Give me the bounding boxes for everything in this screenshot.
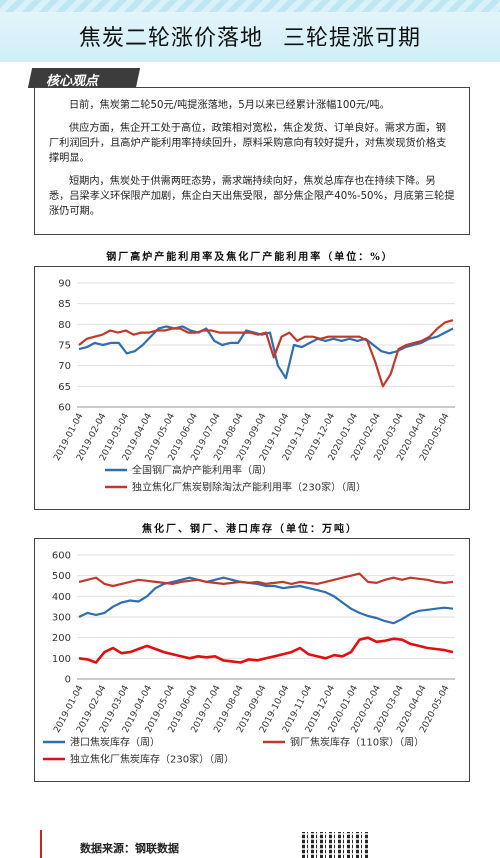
qr-code-mask <box>302 832 370 858</box>
page-title-part1: 焦炭二轮涨价落地 <box>78 26 263 51</box>
chart1-legend-label: 独立焦化厂焦炭剔除淘汰产能利用率（230家）（周） <box>132 481 366 494</box>
chart2-legend-label: 港口焦炭库存（周） <box>70 736 160 749</box>
chart1-ytick-label: 75 <box>58 341 71 352</box>
chart2-legend-label: 钢厂焦炭库存（110家）（周） <box>290 736 424 749</box>
chart2-box: 0 100 200 300 400 500 600 2019-01-04 2019-02-04 2… <box>34 538 470 782</box>
summary-box: 日前，焦炭第二轮50元/吨提涨落地，5月以来已经累计涨幅100元/吨。 供应方面… <box>34 87 470 235</box>
chart2-ytick-label: 200 <box>52 633 71 644</box>
chart1-title: 钢厂高炉产能利用率及焦化厂产能利用率（单位：%） <box>106 252 394 263</box>
chart1-ytick-label: 70 <box>58 361 71 372</box>
data-source: 数据来源：钢联数据 <box>80 842 179 855</box>
chart2-series-line-2 <box>78 636 454 664</box>
chart1-ytick-label: 85 <box>58 299 71 310</box>
chart2-ytick-label: 600 <box>52 551 71 562</box>
chart2-title: 焦化厂、钢厂、港口库存（单位：万吨） <box>142 524 358 535</box>
chart1-ytick-label: 80 <box>58 320 71 331</box>
summary-paragraph: 日前，焦炭第二轮50元/吨提涨落地，5月以来已经累计涨幅100元/吨。 <box>69 100 390 111</box>
chart1-box: 60 65 70 75 80 85 90 2019-01-04 2019-02-04 2019-0… <box>34 266 470 510</box>
chart1-svg: 606570758085902019-01-042019-02-042019-0… <box>52 279 455 494</box>
chart2-ytick-label: 500 <box>52 571 71 582</box>
chart1-legend-label: 全国钢厂高炉产能利用率（周） <box>132 464 272 477</box>
chart2-ytick-label: 300 <box>52 613 71 624</box>
chart1-ytick-label: 90 <box>58 279 71 290</box>
chart2-ytick-label: 100 <box>52 654 71 665</box>
chart2-ytick-label: 0 <box>65 675 71 686</box>
chart1-ytick-label: 65 <box>58 382 71 393</box>
chart2-svg: 01002003004005006002019-01-042019-02-042… <box>43 551 455 766</box>
section-label: 核心观点 <box>46 74 99 89</box>
summary-paragraph: 短期内，焦炭处于供需两旺态势，需求端持续向好，焦炭总库存也在持续下降。另悉，吕梁… <box>49 176 455 217</box>
chart1-ytick-label: 60 <box>58 403 71 414</box>
summary-paragraph: 供应方面，焦企开工处于高位，政策相对宽松，焦企发货、订单良好。需求方面，钢厂利润… <box>49 123 447 164</box>
chart2-ytick-label: 400 <box>52 592 71 603</box>
footer-accent-bar <box>40 830 42 858</box>
chart2-legend-label: 独立焦化厂焦炭库存（230家）（周） <box>70 753 234 766</box>
chart2-series-line-0 <box>78 576 454 625</box>
header-stripe <box>0 0 500 12</box>
page-title: 焦炭二轮涨价落地 三轮提涨可期 <box>0 20 500 52</box>
chart1-series-line-1 <box>78 319 454 388</box>
header-banner: 焦炭二轮涨价落地 三轮提涨可期 <box>0 0 500 62</box>
page-title-part2: 三轮提涨可期 <box>283 26 422 51</box>
chart2-series-line-1 <box>78 572 454 588</box>
